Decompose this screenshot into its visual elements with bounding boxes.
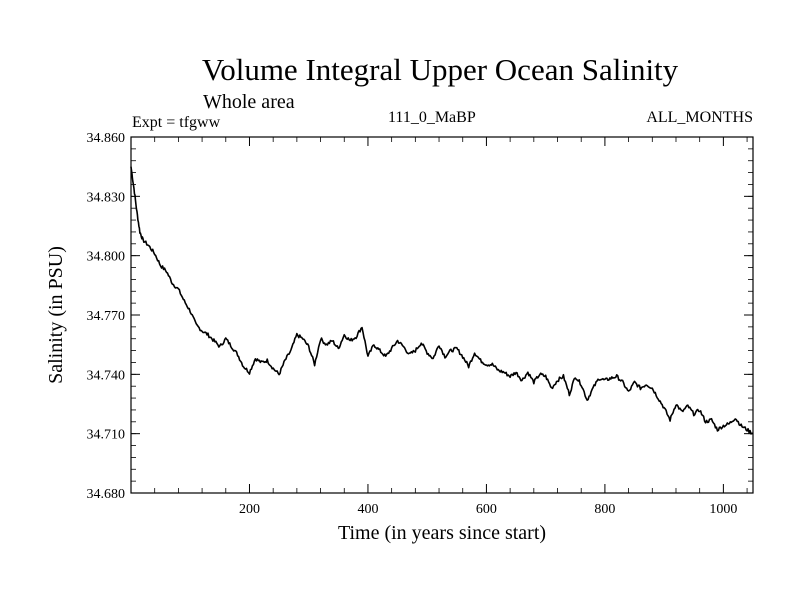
y-tick-label: 34.680 [87,487,126,502]
x-tick-label: 800 [594,502,615,517]
chart-subtitle: Whole area [203,91,295,113]
y-tick-label: 34.710 [87,428,126,443]
y-tick-label: 34.740 [87,368,126,383]
x-tick-label: 200 [239,502,260,517]
period-label: ALL_MONTHS [646,109,753,126]
experiment-label: Expt = tfgww [132,114,221,131]
run-label: 111_0_MaBP [388,109,476,126]
plot-frame [130,136,754,494]
x-tick-label: 600 [476,502,497,517]
x-axis-label: Time (in years since start) [338,522,546,544]
y-tick-label: 34.770 [87,309,126,324]
y-tick-label: 34.860 [87,131,126,146]
y-axis-label: Salinity (in PSU) [45,246,67,384]
chart-title: Volume Integral Upper Ocean Salinity [202,52,679,87]
x-tick-label: 400 [357,502,378,517]
y-axis: 34.680 34.710 34.740 34.770 34.800 34.830 34.8… [87,131,753,502]
y-tick-label: 34.830 [87,190,126,205]
y-tick-label: 34.800 [87,250,126,265]
salinity-series-line [130,166,754,435]
x-axis: 200 400 600 800 1000 [154,137,748,517]
x-tick-label: 1000 [709,502,737,517]
